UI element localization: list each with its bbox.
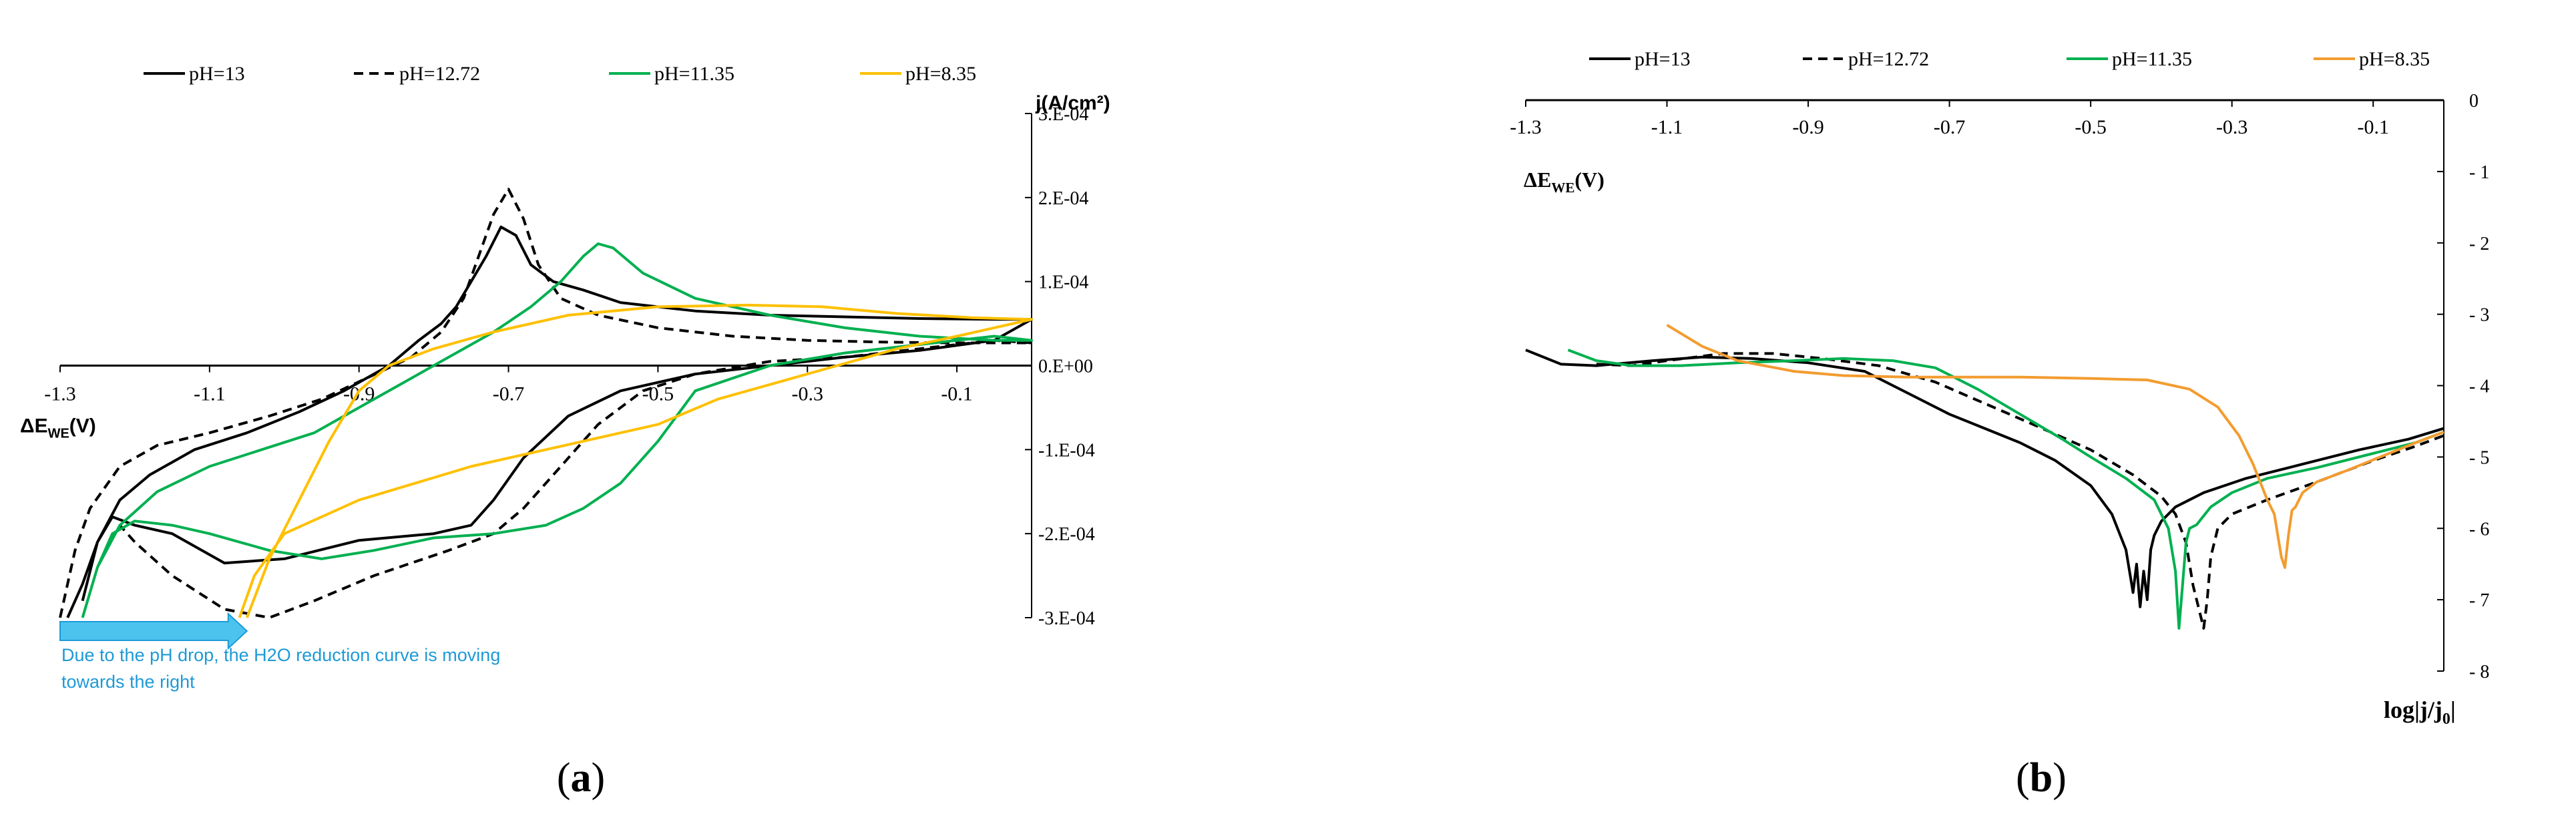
y-tick-label: - 4 [2469, 377, 2489, 397]
y-tick-label: - 7 [2469, 590, 2489, 611]
series-a [59, 188, 1033, 619]
panel-label-open: ( [2016, 755, 2030, 801]
y-tick-label: 1.E-04 [1038, 272, 1088, 293]
legend-label: pH=13 [1635, 48, 1691, 70]
x-tick-label: -0.7 [1934, 116, 1966, 138]
series-line-ph-11-35 [81, 242, 1033, 618]
x-tick-label: -1.3 [1510, 116, 1542, 138]
x-tick-label: -0.9 [1792, 116, 1824, 138]
axes-b: -1.3 -1.1 -0.9 -0.7 -0.5 -0.3 -0.1 0 - 1 - 2 - 3 - … [1510, 91, 2489, 728]
panel-label-close: ) [592, 755, 606, 801]
y-axis-label-sub: 0 [2442, 710, 2450, 728]
annotation-text: Due to the pH drop, the H2O reduction cu… [61, 645, 500, 665]
series-line-ph-11-35 [1567, 349, 2444, 630]
x-tick-label: -0.5 [2075, 116, 2107, 138]
legend-a: pH=13 pH=12.72 pH=11.35 pH=8.35 [144, 63, 976, 85]
y-tick-label: - 3 [2469, 305, 2489, 326]
series-line-ph-13 [1525, 349, 2444, 608]
panel-label-close: ) [2053, 755, 2067, 801]
x-tick-label: -0.3 [2216, 116, 2248, 138]
legend-b: pH=13 pH=12.72 pH=11.35 pH=8.35 [1589, 48, 2430, 70]
x-tick-label: -0.1 [2357, 116, 2389, 138]
y-tick-label: - 1 [2469, 162, 2489, 183]
y-tick-label: -3.E-04 [1038, 608, 1095, 629]
y-axis-label-main: log|j/j [2384, 696, 2442, 723]
legend-label: pH=12.72 [1848, 48, 1929, 70]
y-axis-label: j(A/cm²) [1035, 92, 1110, 114]
x-tick-label: -0.1 [941, 383, 973, 405]
y-axis-label-end: | [2450, 696, 2456, 723]
legend-label: pH=8.35 [905, 63, 976, 85]
chart-panel-b: pH=13 pH=12.72 pH=11.35 pH=8.35 -1.3 -1.1 -0.… [1510, 48, 2489, 728]
series-line-ph-12-72 [59, 188, 1033, 619]
x-axis-label-unit: (V) [69, 415, 96, 437]
x-axis-label-unit: (V) [1574, 168, 1604, 192]
x-axis-label-sub: WE [48, 427, 69, 441]
panel-label: (a) [557, 755, 605, 801]
annotation-a: Due to the pH drop, the H2O reduction cu… [59, 612, 500, 692]
series-b [1525, 323, 2444, 630]
y-tick-label: 0.E+00 [1038, 357, 1093, 377]
y-tick-label: - 6 [2469, 519, 2489, 540]
annotation-text: towards the right [61, 672, 195, 692]
legend-label: pH=11.35 [2112, 48, 2192, 70]
panel-label-letter: b [2030, 755, 2053, 801]
series-line-ph-8-35 [1666, 323, 2444, 569]
legend-label: pH=8.35 [2359, 48, 2430, 70]
y-tick-label: 3.E-04 [1038, 104, 1088, 125]
y-axis-label: log|j/j0| [2384, 696, 2456, 728]
legend-label: pH=12.72 [399, 63, 480, 85]
panel-label-letter: a [571, 755, 592, 801]
y-tick-label: - 8 [2469, 662, 2489, 682]
x-tick-label: -1.3 [44, 383, 76, 405]
series-line-ph-8-35 [238, 303, 1033, 618]
x-axis-label-sub: WE [1551, 180, 1574, 196]
y-tick-label: -2.E-04 [1038, 524, 1095, 545]
panel-label-open: ( [557, 755, 571, 801]
x-axis-label: ΔEWE(V) [1524, 168, 1604, 196]
y-tick-label: 0 [2469, 91, 2479, 112]
panel-label: (b) [2016, 755, 2067, 801]
legend-label: pH=11.35 [654, 63, 734, 85]
x-tick-label: -1.1 [1651, 116, 1683, 138]
chart-panel-a: pH=13 pH=12.72 pH=11.35 pH=8.35 -1.3 -1.1 -0.… [20, 63, 1110, 692]
x-tick-label: -1.1 [194, 383, 226, 405]
series-line-ph-13 [66, 225, 1033, 618]
y-tick-label: - 5 [2469, 447, 2489, 468]
legend-label: pH=13 [189, 63, 245, 85]
annotation-arrow [59, 612, 248, 650]
axes-a: -1.3 -1.1 -0.9 -0.7 -0.5 -0.3 -0.13.E-042.E-04… [20, 92, 1110, 629]
y-tick-label: - 2 [2469, 234, 2489, 254]
series-line-ph-12-72 [1596, 352, 2444, 630]
y-tick-label: -1.E-04 [1038, 440, 1095, 461]
y-tick-label: 2.E-04 [1038, 188, 1088, 209]
x-axis-label: ΔEWE(V) [20, 415, 96, 441]
x-tick-label: -0.3 [791, 383, 823, 405]
panel-labels: (a) (b) [557, 755, 2067, 801]
x-axis-label-main: ΔE [1524, 168, 1551, 192]
x-axis-label-main: ΔE [20, 415, 48, 437]
x-tick-label: -0.7 [493, 383, 525, 405]
